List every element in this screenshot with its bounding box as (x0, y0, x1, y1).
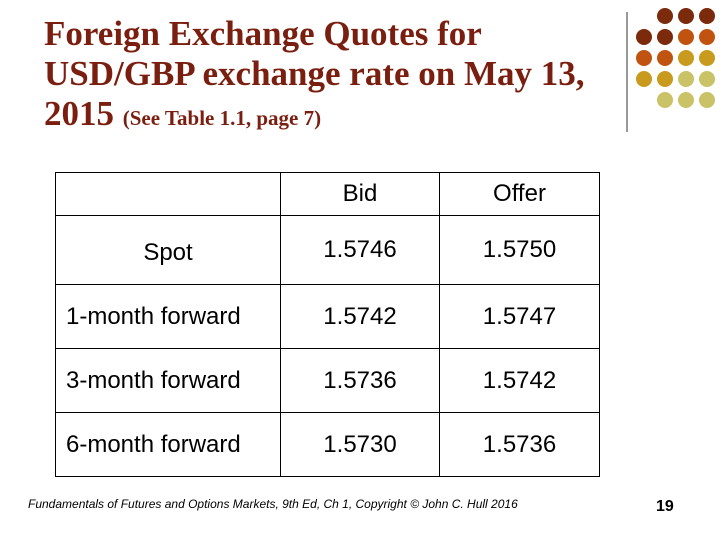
quote-cell: 1.5736 (280, 348, 440, 413)
table-row: 3-month forward 1.5736 1.5742 (55, 348, 600, 413)
row-label: 1-month forward (55, 284, 281, 349)
header-cell (55, 172, 281, 216)
quote-cell: 1.5742 (280, 284, 440, 349)
header-row: Bid Offer (55, 172, 600, 216)
row-label: Spot (55, 215, 281, 285)
decoration (626, 8, 715, 132)
quote-cell: 1.5730 (280, 412, 440, 477)
title: Foreign Exchange Quotes for USD/GBP exch… (44, 14, 614, 138)
header-cell: Offer (439, 172, 600, 216)
quote-cell: 1.5742 (439, 348, 600, 413)
quote-cell: 1.5747 (439, 284, 600, 349)
quote-cell: 1.5750 (439, 215, 600, 285)
footer: Fundamentals of Futures and Options Mark… (28, 497, 518, 511)
table-body: Spot 1.5746 1.5750 1-month forward 1.5742 1.5… (55, 215, 600, 477)
table-row: 1-month forward 1.5742 1.5747 (55, 284, 600, 349)
quote-cell: 1.5736 (439, 412, 600, 477)
quote-table: Bid Offer Spot 1.5746 1.5750 1-month forwar… (55, 172, 600, 477)
table-row: 6-month forward 1.5730 1.5736 (55, 412, 600, 477)
header-cell: Bid (280, 172, 440, 216)
row-label: 6-month forward (55, 412, 281, 477)
title-main: Foreign Exchange Quotes for USD/GBP exch… (44, 14, 585, 133)
page-number: 19 (656, 498, 674, 515)
quote-cell: 1.5746 (280, 215, 440, 285)
dot-grid (636, 8, 715, 108)
title-note: (See Table 1.1, page 7) (122, 106, 322, 130)
table-row: Spot 1.5746 1.5750 (55, 215, 600, 285)
row-label: 3-month forward (55, 348, 281, 413)
